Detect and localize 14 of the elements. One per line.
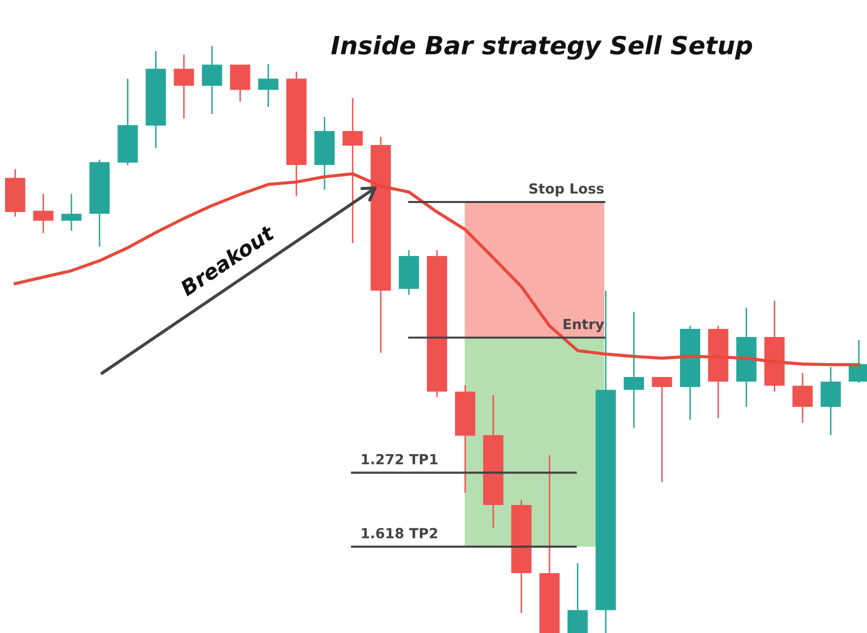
candlestick (792, 372, 813, 424)
candlestick (33, 193, 54, 234)
candlestick (652, 376, 672, 483)
candlestick (202, 45, 222, 115)
candlestick (568, 562, 588, 633)
candlestick (61, 193, 82, 232)
candlestick (624, 311, 644, 429)
ref-line-label: Entry (564, 318, 604, 332)
candlestick (174, 54, 194, 120)
candlestick (258, 63, 278, 108)
ref-line-label: Stop Loss (529, 183, 604, 196)
chart-title: Inside Bar strategy Sell Setup (331, 35, 752, 60)
ref-line-label: 1.618 TP2 (362, 528, 438, 538)
ref-line-label: 1.272 TP1 (362, 454, 438, 464)
